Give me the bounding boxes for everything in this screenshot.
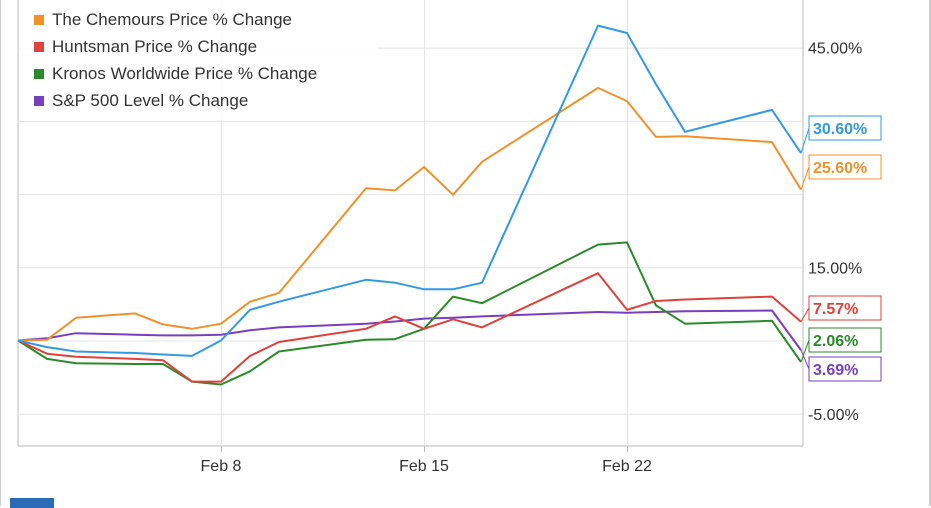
legend-label-sp500: S&P 500 Level % Change [52, 91, 249, 110]
series-line [17, 241, 802, 386]
end-label-connector [800, 349, 810, 370]
legend-swatch-kronos [34, 69, 44, 79]
end-label: 7.57% [813, 301, 858, 318]
y-tick-label: 15.00% [808, 260, 862, 277]
end-label-box [808, 154, 882, 180]
end-label-connector [800, 307, 810, 322]
end-label: 2.06% [813, 333, 858, 350]
legend: The Chemours Price % Change Huntsman Pri… [20, 0, 378, 120]
end-label-connector [800, 339, 810, 363]
end-label: 25.60% [813, 160, 867, 177]
end-label-box [808, 295, 882, 321]
end-label-box [808, 115, 882, 141]
legend-swatch-sp500 [34, 96, 44, 106]
series-line [17, 309, 802, 351]
x-tick-label: Feb 8 [201, 458, 242, 475]
legend-label-kronos: Kronos Worldwide Price % Change [52, 64, 318, 83]
legend-item-chemours: The Chemours Price % Change [34, 10, 292, 30]
end-label-connector [800, 166, 810, 190]
legend-swatch-huntsman [34, 42, 44, 52]
series-line [17, 24, 802, 357]
series-line [17, 272, 802, 383]
legend-label-huntsman: Huntsman Price % Change [52, 37, 258, 56]
legend-label-chemours: The Chemours Price % Change [52, 10, 293, 29]
legend-item-sp500: S&P 500 Level % Change [34, 91, 248, 111]
end-label-box [808, 356, 882, 382]
legend-item-huntsman: Huntsman Price % Change [34, 37, 257, 57]
ycharts-logo-icon [10, 498, 54, 508]
end-label: 3.69% [813, 362, 858, 379]
legend-swatch-chemours [34, 15, 44, 25]
x-tick-label: Feb 22 [602, 458, 652, 475]
end-label: 30.60% [813, 121, 867, 138]
legend-item-kronos: Kronos Worldwide Price % Change [34, 64, 317, 84]
end-label-connector [800, 127, 810, 154]
y-tick-label: -5.00% [808, 407, 859, 424]
end-label-box [808, 327, 882, 353]
x-tick-label: Feb 15 [399, 458, 449, 475]
y-tick-label: 45.00% [808, 41, 862, 58]
series-line [17, 86, 802, 342]
